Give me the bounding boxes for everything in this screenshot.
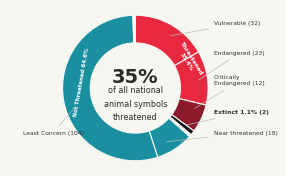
- Text: Endangered (23): Endangered (23): [198, 51, 265, 80]
- Text: Not Threatened 64.6%: Not Threatened 64.6%: [73, 47, 90, 117]
- Text: Critically
Endangered (12): Critically Endangered (12): [195, 75, 265, 108]
- Text: of all national
animal symbols
threatened: of all national animal symbols threatene…: [104, 86, 167, 122]
- Text: Least Concern (104): Least Concern (104): [23, 107, 84, 136]
- Wedge shape: [169, 117, 191, 137]
- Wedge shape: [170, 115, 194, 135]
- Wedge shape: [172, 99, 206, 131]
- Text: Near threatened (18): Near threatened (18): [167, 131, 278, 142]
- Wedge shape: [174, 52, 208, 105]
- Wedge shape: [63, 15, 158, 161]
- Wedge shape: [149, 118, 189, 157]
- Wedge shape: [135, 15, 198, 66]
- Text: 35%: 35%: [112, 68, 159, 87]
- Text: Vulnerable (32): Vulnerable (32): [170, 21, 260, 36]
- Text: Extinct 1.1% (2): Extinct 1.1% (2): [186, 110, 269, 125]
- Wedge shape: [133, 15, 135, 43]
- Text: Threatened
35.4%: Threatened 35.4%: [174, 41, 204, 80]
